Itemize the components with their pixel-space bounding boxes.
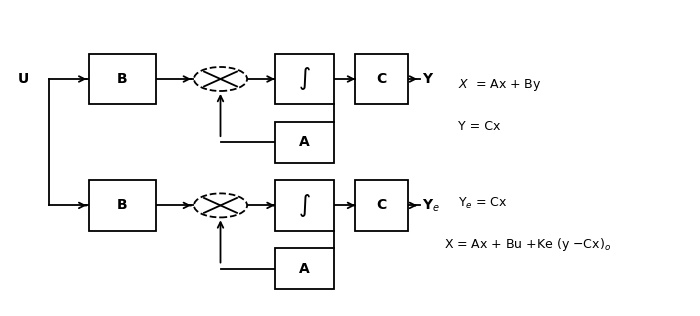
Text: C: C	[377, 72, 386, 86]
Bar	[356, 180, 407, 231]
Text: Y$_e$: Y$_e$	[422, 197, 440, 214]
Bar	[274, 180, 335, 231]
Bar	[356, 54, 407, 104]
Text: B: B	[117, 198, 128, 212]
Circle shape	[194, 67, 247, 91]
Circle shape	[194, 193, 247, 217]
Text: Y$_e$ = Cx: Y$_e$ = Cx	[458, 196, 508, 211]
Text: $\int$: $\int$	[298, 65, 311, 93]
Text: X = Ax + Bu +Ke (y $-$Cx)$_o$: X = Ax + Bu +Ke (y $-$Cx)$_o$	[444, 236, 612, 253]
Text: Y: Y	[422, 72, 432, 86]
Bar	[274, 54, 335, 104]
Text: B: B	[117, 72, 128, 86]
Text: $\it{X}$  = Ax + By: $\it{X}$ = Ax + By	[458, 77, 542, 93]
Bar	[90, 54, 155, 104]
Bar	[274, 122, 335, 163]
Bar	[274, 248, 335, 289]
Text: A: A	[299, 262, 310, 276]
Bar	[90, 180, 155, 231]
Text: A: A	[299, 135, 310, 149]
Text: U: U	[18, 72, 29, 86]
Text: $\int$: $\int$	[298, 192, 311, 219]
Text: C: C	[377, 198, 386, 212]
Text: Y = Cx: Y = Cx	[458, 120, 501, 133]
